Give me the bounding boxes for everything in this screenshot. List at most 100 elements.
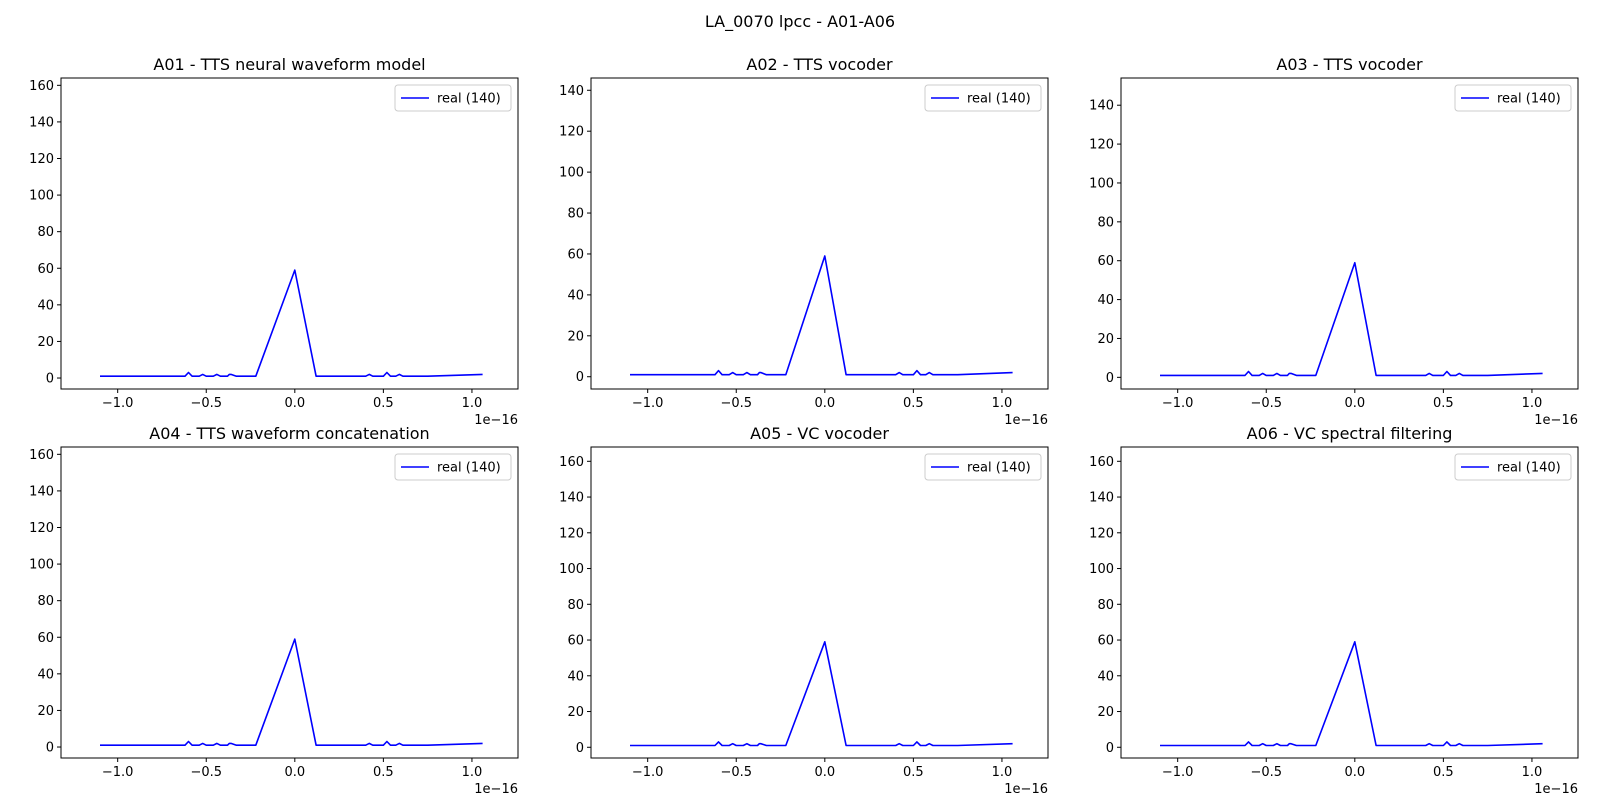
x-tick-label: −1.0 bbox=[632, 765, 664, 780]
x-tick-label: 1.0 bbox=[462, 765, 483, 780]
x-tick-label: 0.0 bbox=[284, 396, 305, 411]
x-tick-label: 0.5 bbox=[903, 396, 924, 411]
y-tick-label: 60 bbox=[1097, 254, 1114, 269]
legend-label: real (140) bbox=[1497, 461, 1561, 476]
x-tick-label: 0.0 bbox=[1344, 396, 1365, 411]
series-line bbox=[630, 255, 1013, 376]
x-tick-label: 1.0 bbox=[992, 396, 1013, 411]
subplot-6: A06 - VC spectral filtering −1.0 −0.5 0.0 0.… bbox=[1089, 424, 1579, 797]
y-tick-label: 100 bbox=[29, 189, 54, 204]
x-tick-label: −0.5 bbox=[1250, 396, 1282, 411]
x-tick-label: 0.0 bbox=[814, 396, 835, 411]
x-tick-label: −0.5 bbox=[720, 396, 752, 411]
y-tick-label: 40 bbox=[37, 298, 54, 313]
y-tick-label: 140 bbox=[1089, 99, 1114, 114]
y-tick-label: 80 bbox=[1097, 215, 1114, 230]
y-tick-label: 80 bbox=[567, 207, 584, 222]
y-tick-label: 0 bbox=[1106, 371, 1114, 386]
y-tick-label: 140 bbox=[559, 491, 584, 506]
y-tick-label: 20 bbox=[1097, 705, 1114, 720]
y-tick-label: 0 bbox=[576, 741, 584, 756]
subplot-5: A05 - VC vocoder −1.0 −0.5 0.0 0.5 1.0 0 20 40 60… bbox=[559, 424, 1049, 797]
x-axis-offset-label: 1e−16 bbox=[474, 413, 518, 428]
y-tick-label: 40 bbox=[567, 288, 584, 303]
x-tick-label: 0.5 bbox=[1433, 396, 1454, 411]
subplot-3: A03 - TTS vocoder −1.0 −0.5 0.0 0.5 1.0 0 20 40 6… bbox=[1089, 55, 1579, 428]
y-tick-label: 120 bbox=[559, 526, 584, 541]
legend-box bbox=[924, 453, 1042, 481]
y-tick-label: 40 bbox=[567, 669, 584, 684]
legend: real (140) bbox=[1454, 84, 1572, 112]
x-axis-offset-label: 1e−16 bbox=[1004, 413, 1048, 428]
legend-box bbox=[1454, 84, 1572, 112]
legend: real (140) bbox=[394, 84, 512, 112]
y-tick-label: 20 bbox=[1097, 332, 1114, 347]
y-tick-label: 120 bbox=[1089, 138, 1114, 153]
legend-box bbox=[1454, 453, 1572, 481]
y-tick-label: 60 bbox=[567, 634, 584, 649]
x-tick-label: −0.5 bbox=[190, 765, 222, 780]
y-tick-label: 100 bbox=[559, 562, 584, 577]
y-tick-label: 20 bbox=[567, 329, 584, 344]
y-tick-label: 60 bbox=[37, 631, 54, 646]
y-tick-label: 0 bbox=[1106, 741, 1114, 756]
series-line bbox=[630, 640, 1013, 747]
series-line bbox=[1160, 261, 1543, 377]
y-tick-label: 160 bbox=[1089, 455, 1114, 470]
x-tick-label: −0.5 bbox=[190, 396, 222, 411]
x-tick-label: −1.0 bbox=[632, 396, 664, 411]
x-tick-label: 1.0 bbox=[1522, 396, 1543, 411]
axes-frame bbox=[1120, 77, 1579, 390]
subplot-2: A02 - TTS vocoder −1.0 −0.5 0.0 0.5 1.0 0 20 40 6… bbox=[559, 55, 1049, 428]
y-tick-label: 40 bbox=[37, 667, 54, 682]
subplot-title: A03 - TTS vocoder bbox=[1276, 55, 1423, 74]
legend: real (140) bbox=[924, 84, 1042, 112]
figure-title: LA_0070 lpcc - A01-A06 bbox=[704, 12, 896, 31]
y-tick-label: 120 bbox=[29, 521, 54, 536]
y-tick-label: 40 bbox=[1097, 293, 1114, 308]
series-line bbox=[100, 638, 483, 747]
x-tick-label: −1.0 bbox=[102, 396, 134, 411]
y-tick-label: 120 bbox=[559, 125, 584, 140]
y-tick-label: 20 bbox=[567, 705, 584, 720]
x-tick-label: −0.5 bbox=[1250, 765, 1282, 780]
x-tick-label: 0.0 bbox=[284, 765, 305, 780]
y-tick-label: 120 bbox=[29, 152, 54, 167]
y-tick-label: 80 bbox=[37, 594, 54, 609]
axes-frame bbox=[60, 77, 519, 390]
x-tick-label: 1.0 bbox=[992, 765, 1013, 780]
x-tick-label: 0.5 bbox=[373, 396, 394, 411]
legend-label: real (140) bbox=[437, 461, 501, 476]
legend-label: real (140) bbox=[1497, 92, 1561, 107]
legend-box bbox=[924, 84, 1042, 112]
x-tick-label: −0.5 bbox=[720, 765, 752, 780]
y-tick-label: 80 bbox=[567, 598, 584, 613]
y-tick-label: 100 bbox=[1089, 176, 1114, 191]
y-tick-label: 140 bbox=[559, 84, 584, 99]
legend: real (140) bbox=[1454, 453, 1572, 481]
y-tick-label: 20 bbox=[37, 335, 54, 350]
x-tick-label: 0.0 bbox=[814, 765, 835, 780]
subplot-1: A01 - TTS neural waveform model −1.0 −0.5 0… bbox=[29, 55, 519, 428]
x-tick-label: 0.5 bbox=[903, 765, 924, 780]
y-tick-label: 100 bbox=[559, 166, 584, 181]
y-tick-label: 40 bbox=[1097, 669, 1114, 684]
legend: real (140) bbox=[394, 453, 512, 481]
x-axis-offset-label: 1e−16 bbox=[1534, 782, 1578, 797]
legend-box bbox=[394, 84, 512, 112]
x-tick-label: 0.5 bbox=[373, 765, 394, 780]
y-tick-label: 100 bbox=[1089, 562, 1114, 577]
x-tick-label: −1.0 bbox=[102, 765, 134, 780]
y-tick-label: 120 bbox=[1089, 526, 1114, 541]
subplot-title: A05 - VC vocoder bbox=[750, 424, 889, 443]
x-tick-label: 0.0 bbox=[1344, 765, 1365, 780]
subplot-title: A06 - VC spectral filtering bbox=[1247, 424, 1453, 443]
y-tick-label: 60 bbox=[567, 247, 584, 262]
subplot-4: A04 - TTS waveform concatenation −1.0 −0.5… bbox=[29, 424, 519, 797]
x-axis-offset-label: 1e−16 bbox=[474, 782, 518, 797]
series-line bbox=[1160, 640, 1543, 747]
x-axis-offset-label: 1e−16 bbox=[1534, 413, 1578, 428]
subplot-title: A04 - TTS waveform concatenation bbox=[149, 424, 429, 443]
subplot-title: A01 - TTS neural waveform model bbox=[153, 55, 425, 74]
